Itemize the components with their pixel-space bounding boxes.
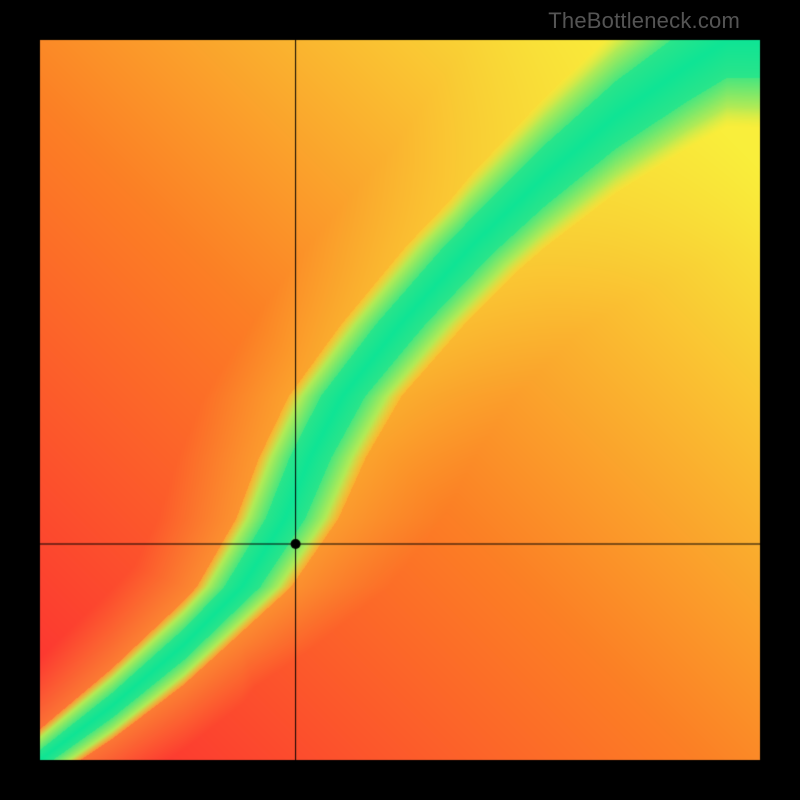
watermark-text: TheBottleneck.com [548, 8, 740, 34]
bottleneck-heatmap-canvas [0, 0, 800, 800]
chart-frame: TheBottleneck.com [0, 0, 800, 800]
